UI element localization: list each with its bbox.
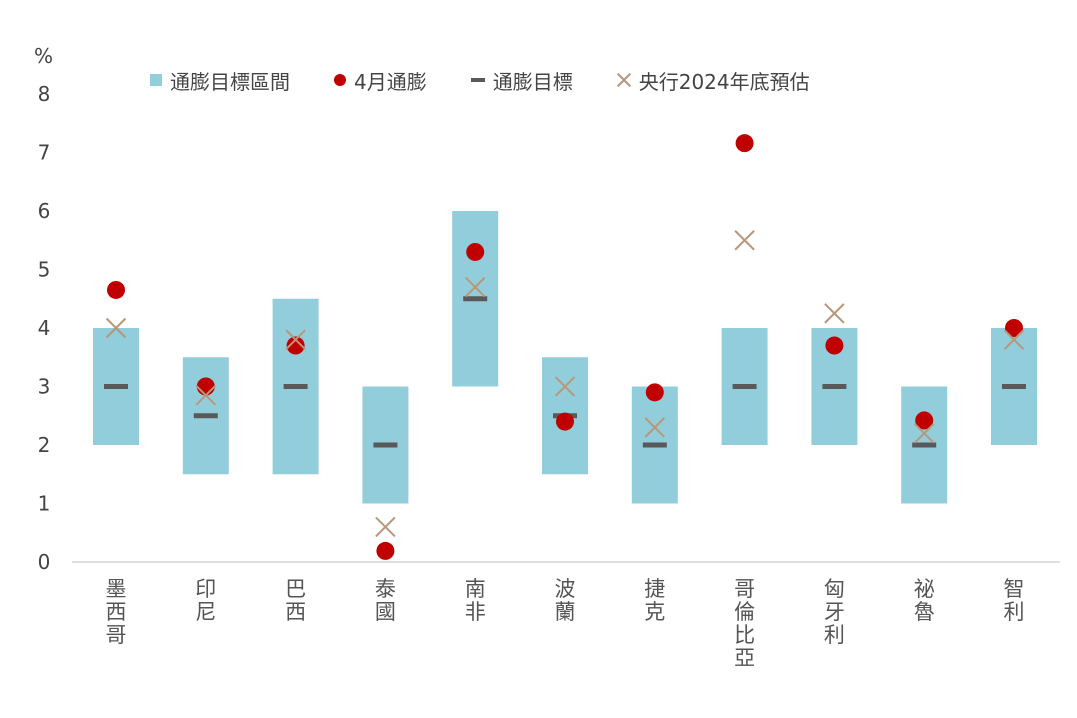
y-tick-label: 0 bbox=[38, 550, 51, 574]
legend-range-swatch bbox=[150, 74, 162, 86]
target-dash bbox=[193, 413, 218, 419]
april-inflation-dot bbox=[466, 242, 485, 261]
x-category-label: 捷克 bbox=[644, 577, 665, 624]
target-dash bbox=[912, 442, 937, 448]
legend-label-april-inflation: 4月通膨 bbox=[354, 69, 427, 94]
legend-item-inflation-target: 通膨目標 bbox=[470, 66, 573, 95]
april-inflation-dot bbox=[825, 336, 844, 355]
april-inflation-dot bbox=[286, 336, 305, 355]
target-dash bbox=[1002, 384, 1026, 389]
x-category-label: 南非 bbox=[465, 577, 486, 624]
x-category-label: 墨西哥 bbox=[106, 577, 127, 647]
forecast-cross bbox=[105, 317, 127, 339]
legend-item-cb-forecast: 央行2024年底預估 bbox=[617, 66, 810, 95]
target-dash bbox=[463, 296, 488, 302]
target-dash bbox=[822, 384, 847, 389]
forecast-cross bbox=[375, 516, 396, 538]
april-inflation-dot bbox=[107, 280, 125, 299]
x-axis-labels: 墨西哥 印尼 巴西 泰國 南非 波蘭 捷克 哥倫比亞 匈牙利 祕魯 智利 bbox=[106, 577, 1025, 670]
target-dash bbox=[283, 384, 308, 389]
forecast-cross bbox=[554, 376, 576, 397]
forecast-cross bbox=[644, 417, 666, 438]
x-category-label: 祕魯 bbox=[914, 577, 935, 624]
y-tick-label: 5 bbox=[38, 258, 51, 282]
y-axis-unit: % bbox=[34, 44, 54, 68]
y-tick-label: 3 bbox=[38, 375, 51, 399]
x-category-label: 波蘭 bbox=[555, 577, 576, 624]
target-dash bbox=[732, 384, 757, 389]
forecast-cross bbox=[285, 329, 306, 350]
forecast-cross bbox=[464, 276, 486, 298]
target-dash bbox=[642, 442, 667, 448]
y-tick-label: 4 bbox=[38, 316, 51, 340]
legend-item-target-range: 通膨目標區間 bbox=[150, 66, 290, 95]
april-inflation-dot bbox=[556, 412, 574, 431]
forecast-cross bbox=[734, 230, 755, 251]
target-dash bbox=[373, 442, 398, 448]
legend-item-april-inflation: 4月通膨 bbox=[334, 66, 427, 95]
y-axis-ticks: 0 1 2 3 4 5 6 7 8 bbox=[38, 82, 1060, 574]
y-tick-label: 8 bbox=[38, 82, 51, 106]
target-dash bbox=[104, 384, 128, 389]
x-category-label: 匈牙利 bbox=[824, 577, 845, 647]
x-category-label: 哥倫比亞 bbox=[734, 577, 755, 670]
y-tick-label: 1 bbox=[38, 492, 51, 516]
legend-label-cb-forecast: 央行2024年底預估 bbox=[638, 69, 810, 94]
april-inflation-dots bbox=[107, 134, 1023, 560]
y-tick-label: 7 bbox=[38, 141, 51, 165]
april-inflation-dot bbox=[915, 411, 934, 430]
april-inflation-dot bbox=[196, 377, 215, 396]
forecast-cross bbox=[1003, 329, 1025, 350]
april-inflation-dot bbox=[645, 383, 664, 402]
legend-label-target-range: 通膨目標區間 bbox=[170, 69, 290, 94]
x-category-label: 泰國 bbox=[375, 577, 396, 624]
april-inflation-dot bbox=[376, 541, 395, 560]
x-category-label: 印尼 bbox=[195, 577, 216, 624]
y-tick-label: 2 bbox=[38, 433, 51, 457]
forecast-cross bbox=[824, 303, 845, 324]
x-category-label: 智利 bbox=[1004, 577, 1025, 624]
april-inflation-dot bbox=[735, 134, 754, 153]
x-category-label: 巴西 bbox=[285, 577, 306, 624]
april-inflation-dot bbox=[1005, 319, 1023, 337]
chart-legend: 通膨目標區間 4月通膨 通膨目標 央行2024年底預估 bbox=[150, 64, 810, 96]
legend-dot-swatch bbox=[334, 74, 346, 86]
forecast-cross bbox=[913, 423, 935, 444]
forecast-crosses bbox=[105, 230, 1025, 538]
legend-label-inflation-target: 通膨目標 bbox=[492, 69, 573, 94]
target-range-bars bbox=[93, 211, 1037, 504]
legend-dash-swatch bbox=[470, 78, 485, 82]
y-tick-label: 6 bbox=[38, 199, 51, 223]
forecast-cross bbox=[195, 385, 217, 406]
